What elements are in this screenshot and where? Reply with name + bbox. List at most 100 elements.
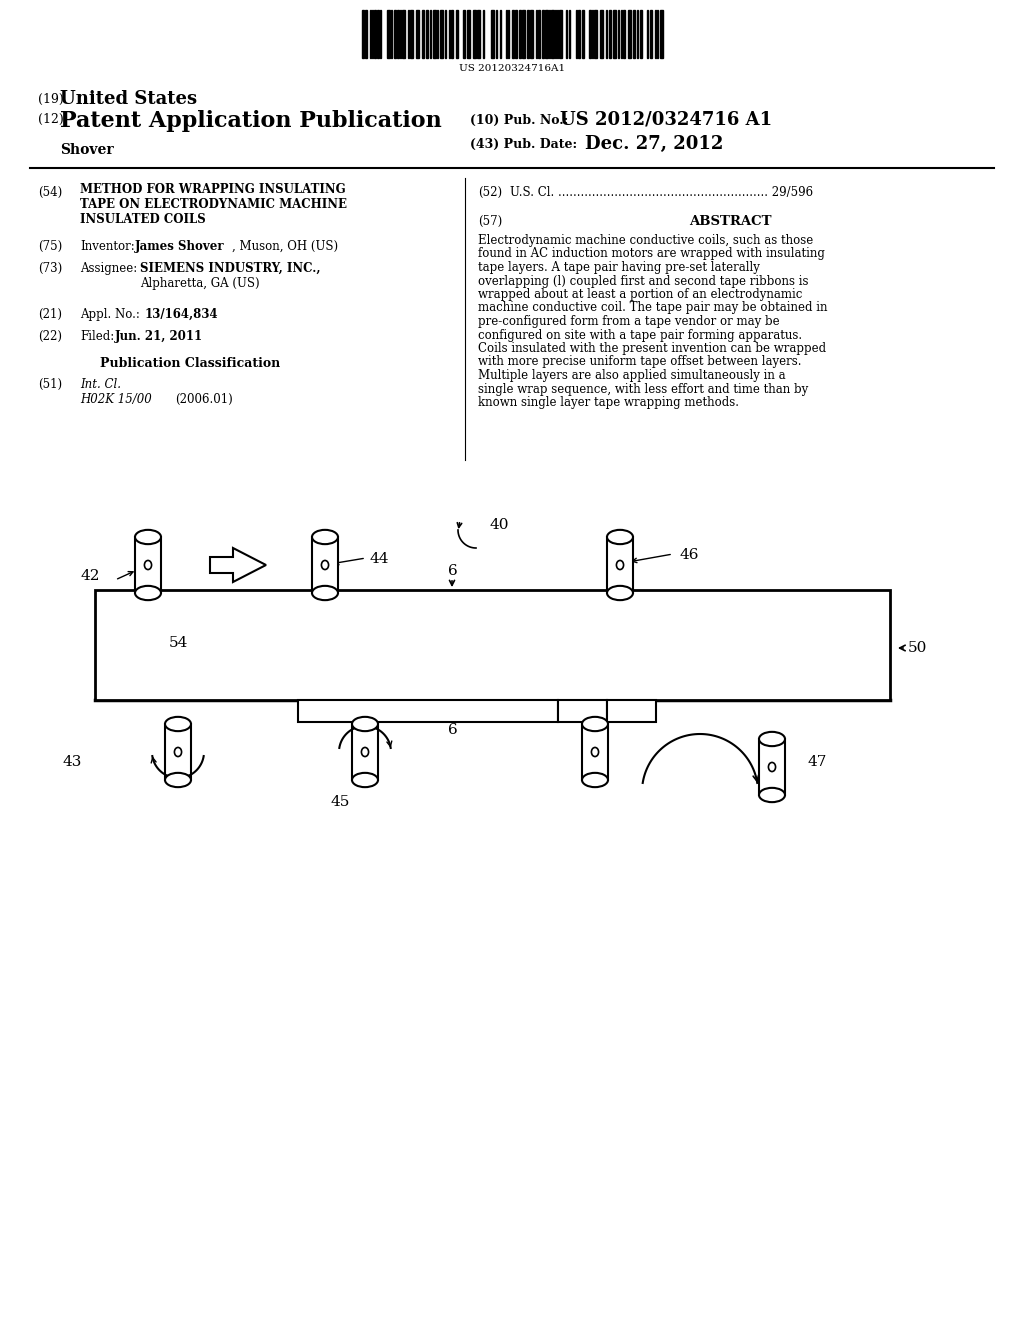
Text: wrapped about at least a portion of an electrodynamic: wrapped about at least a portion of an e… xyxy=(478,288,803,301)
Bar xyxy=(542,11,544,58)
Ellipse shape xyxy=(322,561,329,569)
Ellipse shape xyxy=(352,772,378,787)
Bar xyxy=(463,11,465,58)
Bar xyxy=(551,11,554,58)
Text: Electrodynamic machine conductive coils, such as those: Electrodynamic machine conductive coils,… xyxy=(478,234,813,247)
Bar xyxy=(416,11,419,58)
Text: (73): (73) xyxy=(38,261,62,275)
Bar xyxy=(623,11,625,58)
Bar xyxy=(609,11,611,58)
Ellipse shape xyxy=(165,772,191,787)
Bar xyxy=(530,11,534,58)
Bar xyxy=(512,11,514,58)
Polygon shape xyxy=(210,548,266,582)
Text: (12): (12) xyxy=(38,114,63,125)
Text: Inventor:: Inventor: xyxy=(80,240,135,253)
Text: 44: 44 xyxy=(370,552,389,566)
Bar xyxy=(515,11,517,58)
Bar xyxy=(397,11,399,58)
Ellipse shape xyxy=(759,788,785,803)
Text: found in AC induction motors are wrapped with insulating: found in AC induction motors are wrapped… xyxy=(478,248,825,260)
Text: (75): (75) xyxy=(38,240,62,253)
Ellipse shape xyxy=(361,747,369,756)
Text: (21): (21) xyxy=(38,308,62,321)
Text: 6: 6 xyxy=(449,723,458,737)
Text: 13/164,834: 13/164,834 xyxy=(145,308,219,321)
Ellipse shape xyxy=(312,529,338,544)
Ellipse shape xyxy=(607,586,633,601)
Text: 50: 50 xyxy=(908,642,928,655)
Text: 47: 47 xyxy=(808,755,827,770)
Bar xyxy=(519,11,521,58)
Bar xyxy=(628,11,631,58)
Ellipse shape xyxy=(592,747,599,756)
Text: Jun. 21, 2011: Jun. 21, 2011 xyxy=(115,330,203,343)
Bar xyxy=(613,11,616,58)
Text: pre-configured form from a tape vendor or may be: pre-configured form from a tape vendor o… xyxy=(478,315,779,327)
Bar xyxy=(95,590,890,700)
Text: US 2012/0324716 A1: US 2012/0324716 A1 xyxy=(560,111,772,129)
Bar xyxy=(440,11,443,58)
Text: SIEMENS INDUSTRY, INC.,: SIEMENS INDUSTRY, INC., xyxy=(140,261,321,275)
Text: 42: 42 xyxy=(81,569,100,583)
Text: Dec. 27, 2012: Dec. 27, 2012 xyxy=(585,135,723,153)
Text: 43: 43 xyxy=(62,755,82,770)
Text: 52: 52 xyxy=(302,702,317,715)
Text: Patent Application Publication: Patent Application Publication xyxy=(60,110,441,132)
Text: (57): (57) xyxy=(478,215,502,228)
Bar xyxy=(640,11,642,58)
Bar xyxy=(451,11,453,58)
Text: US 20120324716A1: US 20120324716A1 xyxy=(459,63,565,73)
Text: tape layers. A tape pair having pre-set laterally: tape layers. A tape pair having pre-set … xyxy=(478,261,760,275)
Bar xyxy=(582,723,608,780)
Bar xyxy=(545,11,548,58)
Bar xyxy=(352,723,378,780)
Bar xyxy=(433,11,436,58)
Text: 6: 6 xyxy=(449,564,458,578)
Text: (19): (19) xyxy=(38,92,63,106)
Bar xyxy=(473,11,476,58)
Text: Shover: Shover xyxy=(60,143,114,157)
Text: James Shover: James Shover xyxy=(135,240,224,253)
Bar xyxy=(394,11,396,58)
Ellipse shape xyxy=(607,529,633,544)
Text: overlapping (l) coupled first and second tape ribbons is: overlapping (l) coupled first and second… xyxy=(478,275,809,288)
Text: 40: 40 xyxy=(490,517,510,532)
Ellipse shape xyxy=(759,731,785,746)
Ellipse shape xyxy=(582,717,608,731)
Ellipse shape xyxy=(616,561,624,569)
Text: 46: 46 xyxy=(680,548,699,562)
Bar xyxy=(298,700,558,722)
Bar xyxy=(410,11,413,58)
Bar xyxy=(165,723,191,780)
Bar xyxy=(527,11,529,58)
Text: Assignee:: Assignee: xyxy=(80,261,137,275)
Text: ABSTRACT: ABSTRACT xyxy=(689,215,771,228)
Bar xyxy=(633,11,635,58)
Text: Publication Classification: Publication Classification xyxy=(100,356,281,370)
Bar xyxy=(522,11,525,58)
Bar xyxy=(578,11,580,58)
Text: Alpharetta, GA (US): Alpharetta, GA (US) xyxy=(140,277,260,290)
Text: (54): (54) xyxy=(38,186,62,199)
Text: Appl. No.:: Appl. No.: xyxy=(80,308,140,321)
Text: (52): (52) xyxy=(478,186,502,199)
Text: (51): (51) xyxy=(38,378,62,391)
Ellipse shape xyxy=(352,717,378,731)
Ellipse shape xyxy=(144,561,152,569)
Bar xyxy=(312,537,338,593)
Text: Int. Cl.: Int. Cl. xyxy=(80,378,121,391)
Text: U.S. Cl. ........................................................ 29/596: U.S. Cl. ...............................… xyxy=(510,186,813,199)
Text: H02K 15/00: H02K 15/00 xyxy=(80,393,152,407)
Bar xyxy=(426,11,428,58)
Ellipse shape xyxy=(165,717,191,731)
Bar xyxy=(490,11,494,58)
Ellipse shape xyxy=(174,747,181,756)
Ellipse shape xyxy=(135,586,161,601)
Bar xyxy=(558,700,607,722)
Bar xyxy=(582,11,584,58)
Bar xyxy=(374,11,376,58)
Text: configured on site with a tape pair forming apparatus.: configured on site with a tape pair form… xyxy=(478,329,802,342)
Bar xyxy=(660,11,663,58)
Bar xyxy=(387,11,390,58)
